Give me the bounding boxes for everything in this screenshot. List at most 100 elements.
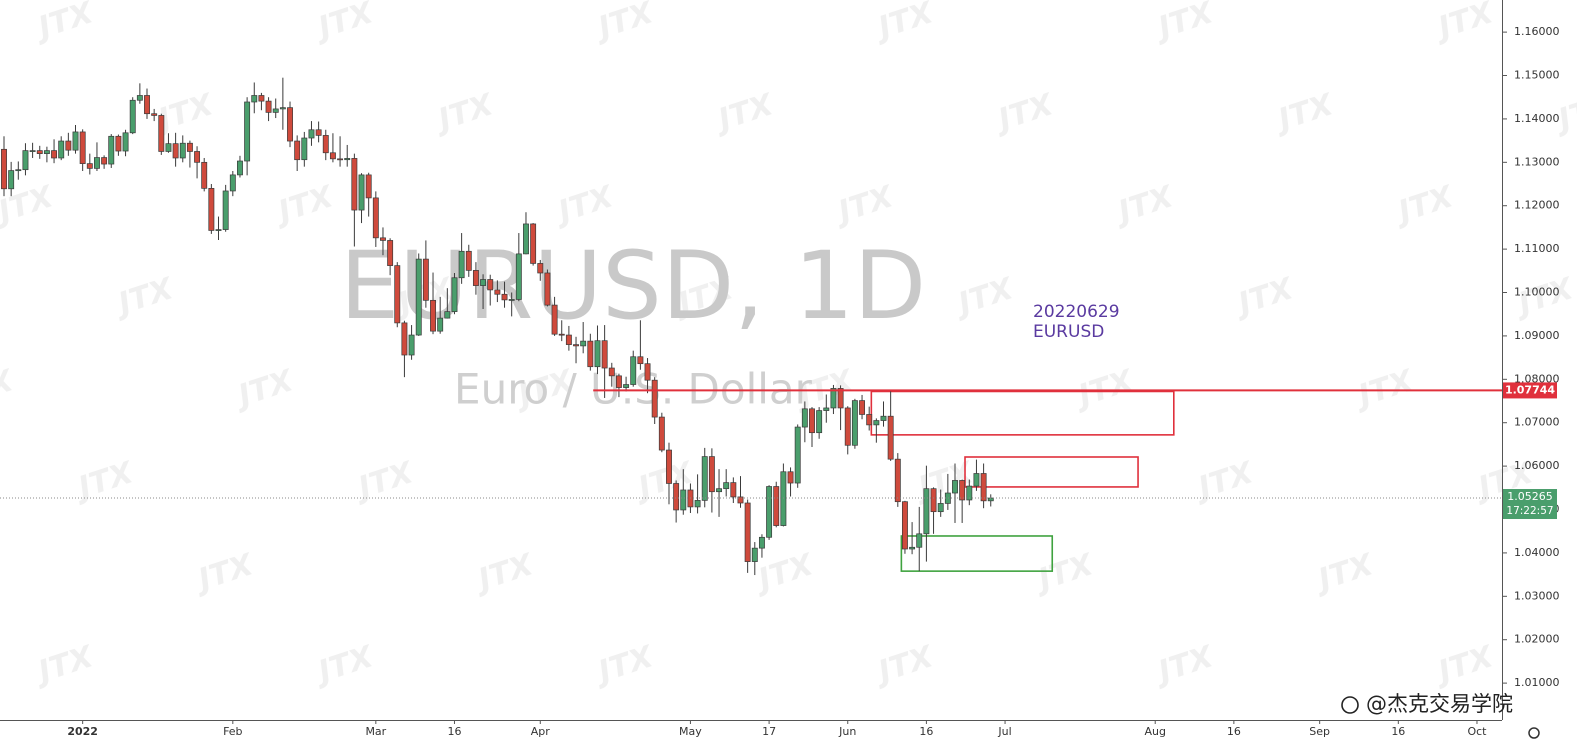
candle-body [837,388,844,409]
y-tick-label: 1.14000 [1514,112,1560,125]
candle-body [930,488,937,513]
candle-body [22,150,29,171]
candle-body [72,131,79,151]
candle-body [508,299,515,301]
x-tick-label: 2022 [67,725,98,738]
candle-body [136,95,143,101]
candle-body [58,140,65,159]
candle-body [451,277,458,312]
candle-body [851,400,858,446]
candle-body [880,415,887,421]
candle-body [973,473,980,487]
candle-body [208,188,215,231]
candle-body [29,150,36,152]
level-box [1503,382,1557,399]
y-tick-label: 1.03000 [1514,589,1560,602]
candle-body [730,482,737,498]
candle-body [294,140,301,161]
y-tick-label: 1.16000 [1514,25,1560,38]
candle-body [229,174,236,192]
candle-body [351,158,358,211]
axes: 1.16000 1.15000 1.14000 1.13000 1.12000 1.110… [67,25,1559,738]
candle-body [544,272,551,306]
candle-body [43,150,50,154]
candle-body [358,174,365,211]
settings-gear[interactable] [1528,727,1540,739]
brand: @杰克交易学院 [1341,692,1513,716]
candle-body [394,265,401,324]
candle-body [444,311,451,319]
candle-body [944,492,951,504]
candle-body [515,253,522,300]
candle-body [151,113,158,116]
x-tick-label: Aug [1144,725,1165,738]
candle-body [1,148,7,190]
candle-body [830,388,837,409]
candle-body [115,135,122,152]
candle-body [844,407,851,446]
brand-icon [1341,696,1359,714]
candle-body [494,289,501,295]
candle-body [809,408,815,434]
candle-body [437,317,444,332]
candle-body [594,340,601,368]
annotation-date: 20220629 [1033,302,1120,322]
candle-body [666,449,672,484]
candle-body [780,471,787,526]
last-price-label: 1.05265 [1507,490,1553,503]
annotation-symbol: EURUSD [1033,322,1104,342]
candle-body [472,270,479,286]
candle-body [737,496,744,504]
candle-body [980,473,987,502]
y-tick-label: 1.10000 [1514,286,1560,299]
candle-body [215,229,222,231]
candle-body [573,344,579,347]
x-tick-label: Mar [365,725,386,738]
candle-body [108,135,115,165]
x-tick-label: Apr [531,725,551,738]
last-price-box [1503,489,1557,520]
x-tick-label: 16 [919,725,933,738]
candle-body [530,223,537,264]
candle-body [329,152,336,160]
candle-body [766,486,773,538]
x-tick-label: 16 [1391,725,1405,738]
settings-icon[interactable] [1528,727,1540,739]
candle-body [723,482,730,490]
candle-body [923,488,930,535]
x-tick-label: 16 [447,725,461,738]
candle-body [401,322,408,356]
candle-body [744,502,751,562]
candle-body [651,379,658,418]
candle-body [279,107,286,110]
candle-body [408,334,415,356]
candle-body [265,100,272,113]
y-tick-label: 1.01000 [1514,676,1560,689]
candle-body [244,101,251,162]
countdown-label: 17:22:57 [1506,505,1553,517]
x-tick-label: Jun [838,725,856,738]
candle-body [615,375,622,388]
candle-body [251,95,258,103]
candle-body [237,160,243,176]
x-tick-label: 16 [1227,725,1241,738]
candle-body [222,190,229,230]
y-tick-label: 1.11000 [1514,242,1560,255]
candle-body [658,416,665,451]
candle-body [587,340,594,368]
x-tick-label: Jul [997,725,1011,738]
candle-body [258,95,265,102]
candle-body [86,163,93,169]
candle-body [558,333,565,336]
candle-body [94,157,100,169]
y-tick-label: 1.13000 [1514,155,1560,168]
candle-body [422,258,429,301]
candle-body [551,304,558,335]
x-tick-label: 17 [762,725,776,738]
candle-body [716,488,722,493]
candle-body [637,356,644,365]
brand-text: @杰克交易学院 [1366,692,1513,716]
candle-body [480,279,487,286]
candle-body [959,480,966,501]
